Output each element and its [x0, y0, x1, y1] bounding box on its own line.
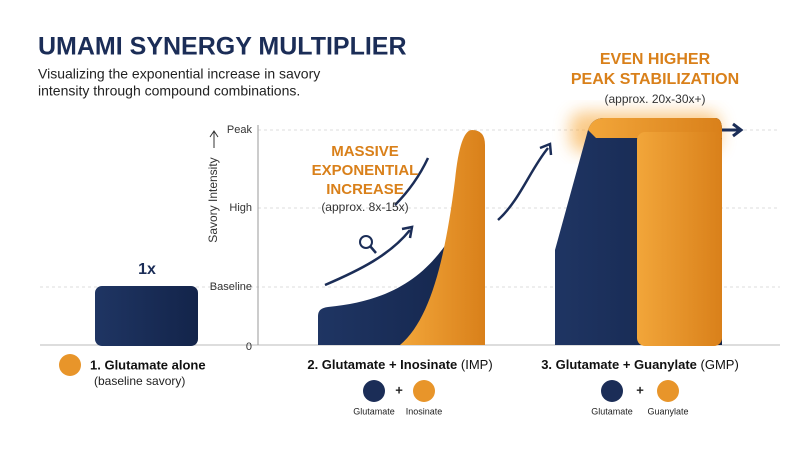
arrow [401, 225, 414, 239]
annotation: PEAK STABILIZATION [571, 71, 739, 88]
stage-label-suffix: (GMP) [701, 357, 739, 372]
plus: + [395, 382, 403, 397]
y-tick-label: Baseline [210, 281, 252, 293]
compound-icon [413, 380, 435, 402]
annotation-note: (approx. 20x-30x+) [604, 92, 705, 106]
annotation: EVEN HIGHER [600, 51, 711, 68]
annotation: MASSIVE [331, 143, 399, 160]
y-tick-label: Peak [227, 124, 253, 136]
subtitle: intensity through compound combinations. [38, 83, 300, 99]
title: UMAMI SYNERGY MULTIPLIER [38, 33, 407, 61]
stage-label-main: 3. Glutamate + Guanylate [541, 357, 697, 372]
arrow [539, 142, 553, 156]
axis-arrow [209, 130, 219, 148]
stage-label: 1. Glutamate alone [90, 357, 206, 372]
icon-label: Glutamate [353, 406, 395, 416]
compound-icon [601, 380, 623, 402]
y-tick-label: 0 [246, 341, 252, 353]
stage-label-suffix: (IMP) [461, 357, 493, 372]
annotation: INCREASE [326, 181, 404, 198]
arrow [394, 157, 430, 206]
value-label: 1x [138, 261, 156, 278]
stage-sublabel: (baseline savory) [94, 374, 185, 388]
subtitle: Visualizing the exponential increase in … [38, 66, 320, 82]
stage-label-main: 2. Glutamate + Inosinate [307, 357, 457, 372]
magnifier-icon [359, 235, 373, 249]
curve [400, 130, 485, 345]
y-axis-title: Savory Intensity [206, 157, 220, 242]
icon-label: Guanylate [647, 406, 688, 416]
plateau [637, 132, 722, 346]
stage-label: 2. Glutamate + Inosinate (IMP) [307, 357, 492, 372]
icon-label: Inosinate [406, 406, 443, 416]
annotation-note: (approx. 8x-15x) [321, 200, 408, 214]
arrow [324, 229, 411, 287]
annotation: EXPONENTIAL [312, 162, 419, 179]
bar [95, 286, 198, 346]
magnifier-icon [369, 245, 377, 254]
arrow [722, 122, 744, 138]
compound-icon [657, 380, 679, 402]
plus: + [636, 382, 644, 397]
y-tick-label: High [229, 202, 252, 214]
compound-icon [59, 354, 81, 376]
compound-icon [363, 380, 385, 402]
stage-label: 3. Glutamate + Guanylate (GMP) [541, 357, 739, 372]
arrow [497, 147, 549, 221]
icon-label: Glutamate [591, 406, 633, 416]
